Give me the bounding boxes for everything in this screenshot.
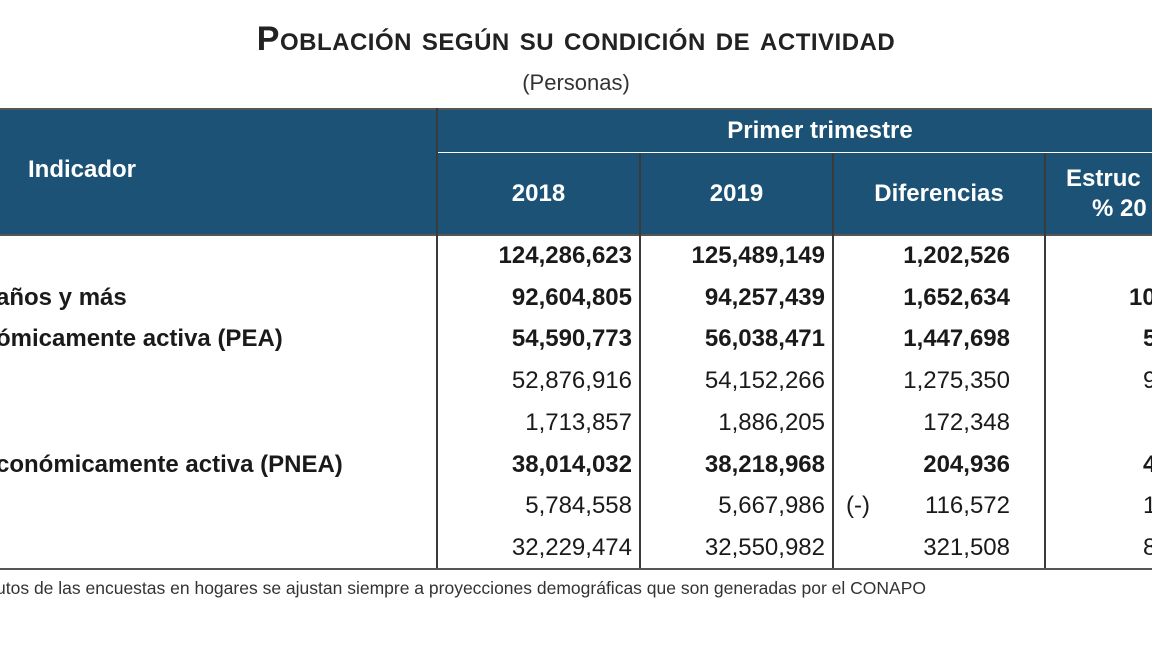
row-label [0, 527, 426, 569]
header-diferencias: Diferencias [834, 153, 1044, 235]
value-2019: 1,886,205 [718, 408, 825, 436]
value-estructura: 8 [1143, 533, 1152, 561]
column-divider [639, 153, 641, 570]
value-2019: 94,257,439 [704, 283, 825, 311]
header-estructura-line2: % 20 [1092, 195, 1147, 222]
page-title: Población según su condición de activida… [256, 20, 896, 58]
value-2018: 5,784,558 [525, 492, 632, 520]
row-label [0, 360, 426, 402]
table-bottom-border [0, 568, 1152, 570]
value-2019: 38,218,968 [704, 450, 825, 478]
value-diferencias: 1,275,350 [903, 367, 1010, 395]
value-2019: 125,489,149 [691, 242, 825, 269]
value-diferencias: 204,936 [923, 450, 1010, 478]
value-estructura: 4 [1143, 450, 1152, 478]
row-label: años y más [0, 283, 127, 311]
header-2019: 2019 [641, 153, 832, 235]
value-2019: 5,667,986 [718, 492, 825, 520]
value-diferencias: 321,508 [923, 533, 1010, 561]
value-estructura [1046, 402, 1152, 444]
header-2018: 2018 [438, 153, 639, 235]
row-label [0, 485, 426, 527]
row-label: ómicamente activa (PEA) [0, 325, 283, 353]
value-diferencias: 172,348 [923, 408, 1010, 436]
value-estructura: 5 [1143, 325, 1152, 353]
value-diferencias: 1,202,526 [903, 242, 1010, 269]
value-2019: 56,038,471 [704, 325, 825, 353]
footnote: utos de las encuestas en hogares se ajus… [0, 578, 926, 598]
value-diferencias: 1,652,634 [903, 283, 1010, 311]
row-label [0, 235, 426, 277]
value-2018: 52,876,916 [511, 367, 632, 395]
column-divider [832, 153, 834, 570]
value-estructura [1046, 235, 1152, 277]
column-divider [1044, 153, 1046, 570]
row-label [0, 402, 426, 444]
value-estructura: 10 [1129, 283, 1152, 311]
row-label: conómicamente activa (PNEA) [0, 450, 343, 478]
table-top-border [0, 108, 1152, 110]
header-estructura-line1: Estruc [1066, 165, 1141, 192]
value-2018: 54,590,773 [511, 325, 632, 353]
header-indicador: Indicador [0, 110, 436, 235]
value-2018: 1,713,857 [525, 408, 632, 436]
value-2019: 54,152,266 [704, 367, 825, 395]
header-primer-trimestre: Primer trimestre [438, 110, 1152, 152]
value-2018: 32,229,474 [511, 533, 632, 561]
difference-sign: (-) [846, 492, 870, 520]
column-divider [436, 108, 438, 570]
value-2018: 124,286,623 [498, 242, 632, 269]
value-2018: 38,014,032 [511, 450, 632, 478]
value-diferencias: 1,447,698 [903, 325, 1010, 353]
header-bottom-border [0, 234, 1152, 236]
value-2019: 32,550,982 [704, 533, 825, 561]
value-estructura: 1 [1143, 492, 1152, 520]
value-2018: 92,604,805 [511, 283, 632, 311]
value-estructura: 9 [1143, 367, 1152, 395]
header-estructura: Estruc % 20 [1046, 153, 1152, 235]
page-subtitle: (Personas) [522, 70, 630, 95]
value-diferencias: 116,572 [925, 492, 1010, 520]
